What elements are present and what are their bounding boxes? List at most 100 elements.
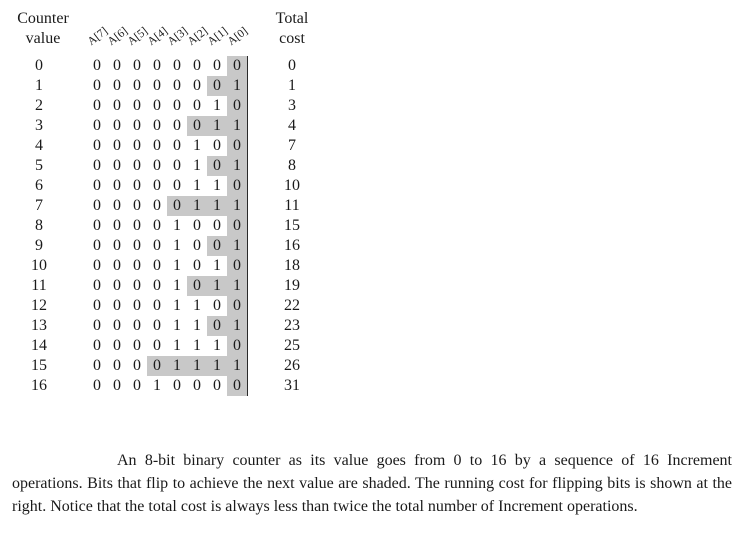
caption-part2: operations. Bits that flip to achieve th… [12,475,732,515]
bit-cell: 0 [113,157,121,174]
bit-cell: 1 [213,257,221,274]
table-row: 15 0 0 0 0 1 1 1 1 26 [0,356,330,376]
bit-cell: 0 [193,377,201,394]
bit-cell: 1 [213,97,221,114]
caption-smallcaps-increment-2: Increment [498,498,563,515]
total-cost-value: 7 [288,137,296,154]
bit-cell: 0 [153,177,161,194]
bit-cell: 0 [133,277,141,294]
bit-cell: 0 [93,277,101,294]
total-cost-value: 4 [288,117,296,134]
caption-part3: operations. [562,498,638,515]
bit-cell: 0 [93,317,101,334]
total-cost-value: 1 [288,77,296,94]
counter-value: 10 [31,257,47,274]
bit-cell: 0 [187,116,207,136]
bit-cell: 0 [113,217,121,234]
table-row: 8 0 0 0 0 1 0 0 0 15 [0,216,330,236]
bit-cell: 0 [227,216,248,236]
bit-cell: 0 [93,117,101,134]
bit-cell: 0 [193,77,201,94]
counter-value: 9 [35,237,43,254]
bit-cell: 1 [193,337,201,354]
bit-cell: 0 [93,77,101,94]
table-row: 13 0 0 0 0 1 1 0 1 23 [0,316,330,336]
counter-value: 2 [35,97,43,114]
bit-cell: 0 [227,336,248,356]
bit-cell: 0 [93,97,101,114]
bit-cell: 1 [187,196,207,216]
counter-value-header: Counter value [8,9,78,49]
bit-cell: 0 [153,337,161,354]
bit-cell: 0 [173,77,181,94]
total-cost-value: 8 [288,157,296,174]
bit-cell: 0 [133,177,141,194]
bit-cell: 0 [193,217,201,234]
total-cost-value: 15 [284,217,300,234]
bit-cell: 1 [173,297,181,314]
total-cost-value: 11 [284,197,300,214]
bit-cell: 0 [133,97,141,114]
counter-header-line1: Counter [17,10,69,27]
total-cost-value: 3 [288,97,296,114]
bit-cell: 1 [193,177,201,194]
bit-cell: 0 [113,117,121,134]
bit-cell: 0 [153,197,161,214]
bit-cell: 0 [133,357,141,374]
bit-label-7: A[0] [225,25,251,48]
bit-cell: 0 [113,77,121,94]
bit-cell: 0 [93,177,101,194]
bit-cell: 0 [153,237,161,254]
bit-cell: 1 [207,356,227,376]
bit-cell: 0 [227,136,248,156]
bit-cell: 0 [227,376,248,396]
bit-cell: 1 [227,236,248,256]
bit-cell: 0 [113,297,121,314]
table-row: 12 0 0 0 0 1 1 0 0 22 [0,296,330,316]
bit-cell: 0 [173,57,181,74]
bit-cell: 0 [193,257,201,274]
counter-value: 6 [35,177,43,194]
bit-cell: 0 [193,57,201,74]
table-row: 14 0 0 0 0 1 1 1 0 25 [0,336,330,356]
total-cost-value: 16 [284,237,300,254]
bit-cell: 0 [113,57,121,74]
bit-cell: 1 [173,217,181,234]
counter-value: 14 [31,337,47,354]
counter-value: 7 [35,197,43,214]
bit-cell: 0 [93,157,101,174]
figure-caption: An 8-bit binary counter as its value goe… [12,449,732,518]
bit-cell: 0 [133,337,141,354]
bit-cell: 0 [133,157,141,174]
bit-cell: 0 [213,137,221,154]
table-row: 10 0 0 0 0 1 0 1 0 18 [0,256,330,276]
bit-cell: 1 [193,317,201,334]
bit-cell: 0 [113,177,121,194]
bit-cell: 1 [213,337,221,354]
caption-smallcaps-increment-1: Increment [667,452,732,469]
bit-cell: 0 [133,217,141,234]
bit-cell: 0 [113,197,121,214]
bit-cell: 0 [153,57,161,74]
total-cost-header: Total cost [266,9,318,49]
counter-value: 1 [35,77,43,94]
bit-cell: 0 [187,276,207,296]
bit-cell: 0 [207,316,227,336]
bit-cell: 0 [113,377,121,394]
bit-cell: 1 [173,317,181,334]
bit-cell: 1 [227,316,248,336]
bit-cell: 0 [133,317,141,334]
total-cost-value: 23 [284,317,300,334]
counter-value: 4 [35,137,43,154]
bit-cell: 0 [93,217,101,234]
counter-value: 16 [31,377,47,394]
table-row: 6 0 0 0 0 0 1 1 0 10 [0,176,330,196]
bit-cell: 0 [173,177,181,194]
bit-cell: 0 [133,377,141,394]
bit-cell: 0 [93,337,101,354]
bit-cell: 0 [153,77,161,94]
bit-cell: 0 [153,157,161,174]
